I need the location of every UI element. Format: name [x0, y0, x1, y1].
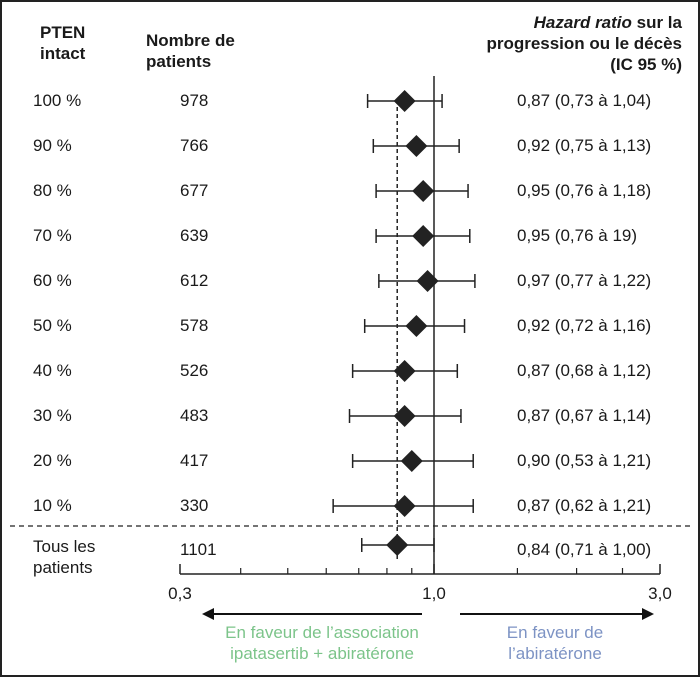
hazard-ratio-text: 0,92 (0,72 à 1,16)	[517, 316, 652, 335]
x-axis-tick-label: 1,0	[422, 584, 446, 603]
subgroup-label: 50 %	[33, 316, 72, 335]
patient-count: 612	[180, 271, 209, 290]
hazard-ratio-text: 0,92 (0,75 à 1,13)	[517, 136, 652, 155]
right-arrow-head	[642, 608, 654, 620]
hazard-ratio-text: 0,95 (0,76 à 1,18)	[517, 181, 652, 200]
hazard-ratio-text: 0,87 (0,67 à 1,14)	[517, 406, 652, 425]
hazard-ratio-text: 0,90 (0,53 à 1,21)	[517, 451, 652, 470]
x-axis-tick-label: 3,0	[648, 584, 672, 603]
row-9-hr-diamond	[400, 450, 423, 472]
row-6-hr-diamond	[405, 315, 428, 337]
subgroup-label: 30 %	[33, 406, 72, 425]
subgroup-label: 60 %	[33, 271, 72, 290]
patient-count: 526	[180, 361, 209, 380]
hazard-ratio-text: 0,95 (0,76 à 19)	[517, 226, 638, 245]
subgroup-label: 20 %	[33, 451, 72, 470]
favours-abiraterone-label: En faveur de l’abiratérone	[506, 623, 604, 663]
row-3-hr-diamond	[412, 180, 435, 202]
overall-label: Tous les patients	[33, 537, 96, 577]
hazard-ratio-italic: Hazard ratio	[533, 13, 632, 32]
subgroup-label: 40 %	[33, 361, 72, 380]
subgroup-label: 100 %	[33, 91, 82, 110]
patient-count: 417	[180, 451, 209, 470]
overall-hr-diamond	[386, 534, 409, 556]
row-5-hr-diamond	[416, 270, 439, 292]
hazard-ratio-text: 0,97 (0,77 à 1,22)	[517, 271, 652, 290]
patient-count: 639	[180, 226, 209, 245]
left-arrow-head	[202, 608, 214, 620]
patient-count: 330	[180, 496, 209, 515]
subgroup-label: 10 %	[33, 496, 72, 515]
subgroup-label: 90 %	[33, 136, 72, 155]
hazard-ratio-header: Hazard ratio sur la progression ou le dé…	[482, 12, 682, 75]
patient-count: 766	[180, 136, 209, 155]
row-7-hr-diamond	[393, 360, 416, 382]
patients-header: Nombre de patients	[146, 31, 235, 71]
overall-hr-text: 0,84 (0,71 à 1,00)	[517, 540, 652, 559]
row-4-hr-diamond	[412, 225, 435, 247]
row-8-hr-diamond	[393, 405, 416, 427]
row-1-hr-diamond	[393, 90, 416, 112]
x-axis-tick-label: 0,3	[168, 584, 192, 603]
subgroup-label: 70 %	[33, 226, 72, 245]
favours-combination-label: En faveur de l’association ipatasertib +…	[225, 623, 419, 663]
subgroup-label: 80 %	[33, 181, 72, 200]
hazard-ratio-rest: sur la progression ou le décès (IC 95 %)	[486, 13, 682, 74]
hazard-ratio-text: 0,87 (0,68 à 1,12)	[517, 361, 652, 380]
hazard-ratio-text: 0,87 (0,62 à 1,21)	[517, 496, 652, 515]
subgroup-header: PTEN intact	[40, 23, 86, 63]
row-2-hr-diamond	[405, 135, 428, 157]
patient-count: 677	[180, 181, 209, 200]
row-10-hr-diamond	[393, 495, 416, 517]
patient-count: 978	[180, 91, 209, 110]
patient-count: 483	[180, 406, 209, 425]
patient-count: 578	[180, 316, 209, 335]
overall-n: 1101	[180, 540, 217, 559]
hazard-ratio-text: 0,87 (0,73 à 1,04)	[517, 91, 652, 110]
